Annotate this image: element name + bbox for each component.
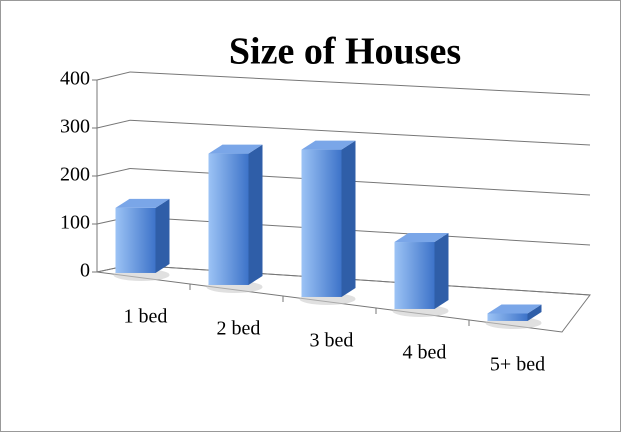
bar-side — [155, 198, 170, 273]
bar-top — [301, 140, 356, 150]
grid-line — [129, 71, 591, 96]
bar-top — [487, 304, 542, 314]
grid-line — [129, 119, 591, 146]
bar — [301, 149, 342, 297]
y-tick-label: 0 — [80, 260, 90, 282]
bar-side — [248, 144, 263, 285]
grid-line — [96, 168, 131, 177]
grid-line — [129, 168, 591, 196]
chart-title: Size of Houses — [229, 31, 461, 73]
y-tick-label: 100 — [60, 212, 90, 234]
bar — [208, 153, 249, 285]
bar — [115, 207, 156, 273]
y-tick-label: 400 — [60, 68, 90, 90]
bar-side — [341, 140, 356, 297]
x-tick-label: 5+ bed — [490, 354, 545, 376]
x-tick-label: 2 bed — [217, 318, 261, 340]
grid-line — [129, 216, 591, 246]
grid-line — [96, 119, 131, 129]
bar-side — [434, 233, 449, 309]
y-tick-label: 200 — [60, 164, 90, 186]
x-tick-label: 4 bed — [403, 342, 447, 364]
bar — [487, 313, 528, 321]
bar-side — [527, 304, 542, 321]
grid-line — [96, 71, 131, 81]
bar-top — [394, 233, 449, 243]
y-tick-label: 300 — [60, 116, 90, 138]
x-tick-label: 1 bed — [124, 306, 168, 328]
x-tick-label: 3 bed — [310, 330, 354, 352]
bar-top — [115, 198, 170, 208]
bar — [394, 242, 435, 309]
bar-top — [208, 144, 263, 154]
